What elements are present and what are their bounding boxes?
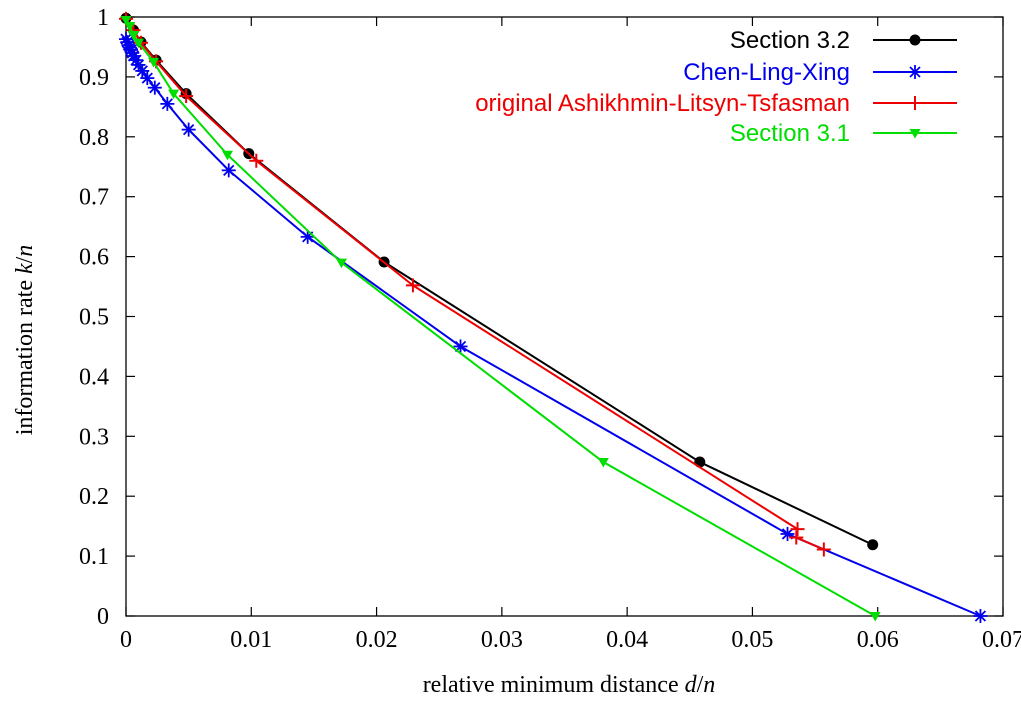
x-tick-label: 0.03 [481,627,523,653]
y-tick-label: 0.6 [79,245,109,271]
legend-swatch-marker [909,129,921,139]
axis-label-part: relative minimum distance [423,672,685,698]
legend-label: Chen-Ling-Xing [683,59,850,86]
y-tick-label: 0.2 [79,484,109,510]
y-tick-label: 0.7 [79,185,109,211]
x-tick-label: 0.04 [606,627,648,653]
data-point-section-3-1 [335,258,347,269]
data-point-original-ashikhmin-litsyn-tsfasman [179,89,194,104]
axis-label-part: d [685,672,698,698]
data-point-section-3-2 [867,539,879,551]
x-tick-label: 0.05 [731,627,773,653]
data-point-chen-ling-xing [181,122,196,137]
x-tick-label: 0.01 [230,627,272,653]
data-point-section-3-1 [148,57,160,68]
legend-entry-original-ashikhmin-litsyn-tsfasman: original Ashikhmin-Litsyn-Tsfasman [475,90,957,117]
data-point-original-ashikhmin-litsyn-tsfasman [405,278,420,293]
series-section-3-1 [120,15,881,622]
legend-swatch-marker [908,65,922,79]
data-point-section-3-1 [168,89,180,100]
y-tick-label: 1 [97,5,109,31]
series-group [119,11,988,623]
data-point-section-3-1 [869,612,881,622]
data-point-section-3-1 [124,21,136,32]
data-point-chen-ling-xing [221,163,236,178]
series-chen-ling-xing [119,32,988,623]
y-tick-label: 0.3 [79,424,109,450]
data-point-section-3-1 [221,150,233,161]
legend-label: Section 3.2 [730,27,850,54]
legend-swatch-marker [908,96,922,110]
data-point-chen-ling-xing [973,609,988,623]
x-tick-label: 0.02 [356,627,398,653]
axis-label-part: / [12,256,38,263]
series-line-chen-ling-xing [125,38,981,617]
x-tick-label: 0.07 [982,627,1021,653]
data-point-section-3-1 [128,30,140,41]
y-tick-label: 0.1 [79,544,109,570]
axis-label-part: information rate [12,274,38,435]
data-point-section-3-1 [597,458,609,468]
axis-label-part: / [697,672,704,698]
y-tick-label: 0.8 [79,125,109,151]
series-line-section-3-1 [125,19,876,617]
data-point-original-ashikhmin-litsyn-tsfasman [249,153,264,168]
axis-label-part: n [12,245,38,257]
legend-label: Section 3.1 [730,120,850,147]
y-tick-label: 0 [97,604,109,630]
data-point-chen-ling-xing [135,63,150,78]
legend-entry-section-3-1: Section 3.1 [730,120,957,147]
legend: Section 3.2 Chen-Ling-Xing original Ashikh… [475,27,957,147]
data-point-original-ashikhmin-litsyn-tsfasman [789,530,804,545]
y-tick-label: 0.9 [79,65,109,91]
data-point-chen-ling-xing [453,339,468,354]
y-axis-label: information rate k/n [12,245,38,436]
legend-entry-section-3-2: Section 3.2 [730,27,957,54]
legend-entry-chen-ling-xing: Chen-Ling-Xing [683,59,957,86]
legend-label: original Ashikhmin-Litsyn-Tsfasman [475,90,850,117]
data-point-chen-ling-xing [147,80,162,95]
data-point-section-3-1 [120,15,132,26]
legend-swatch-marker [909,34,921,46]
axis-label-part: n [703,672,715,698]
x-axis-label: relative minimum distance d/n [423,672,716,698]
y-tick-label: 0.5 [79,305,109,331]
data-point-original-ashikhmin-litsyn-tsfasman [790,522,805,537]
data-point-section-3-1 [133,38,145,49]
x-tick-label: 0.06 [857,627,899,653]
data-point-chen-ling-xing [160,96,175,111]
data-point-chen-ling-xing [140,71,155,86]
ticks: 0 0.01 0.02 0.03 0.04 0.05 0.06 0.07 0 0.1 0.2 0.3 0… [79,5,1021,653]
series-original-ashikhmin-litsyn-tsfasman [119,11,831,557]
x-tick-label: 0 [120,627,132,653]
y-tick-label: 0.4 [79,364,109,390]
axis-label-part: k [12,263,38,274]
data-point-original-ashikhmin-litsyn-tsfasman [816,542,831,557]
